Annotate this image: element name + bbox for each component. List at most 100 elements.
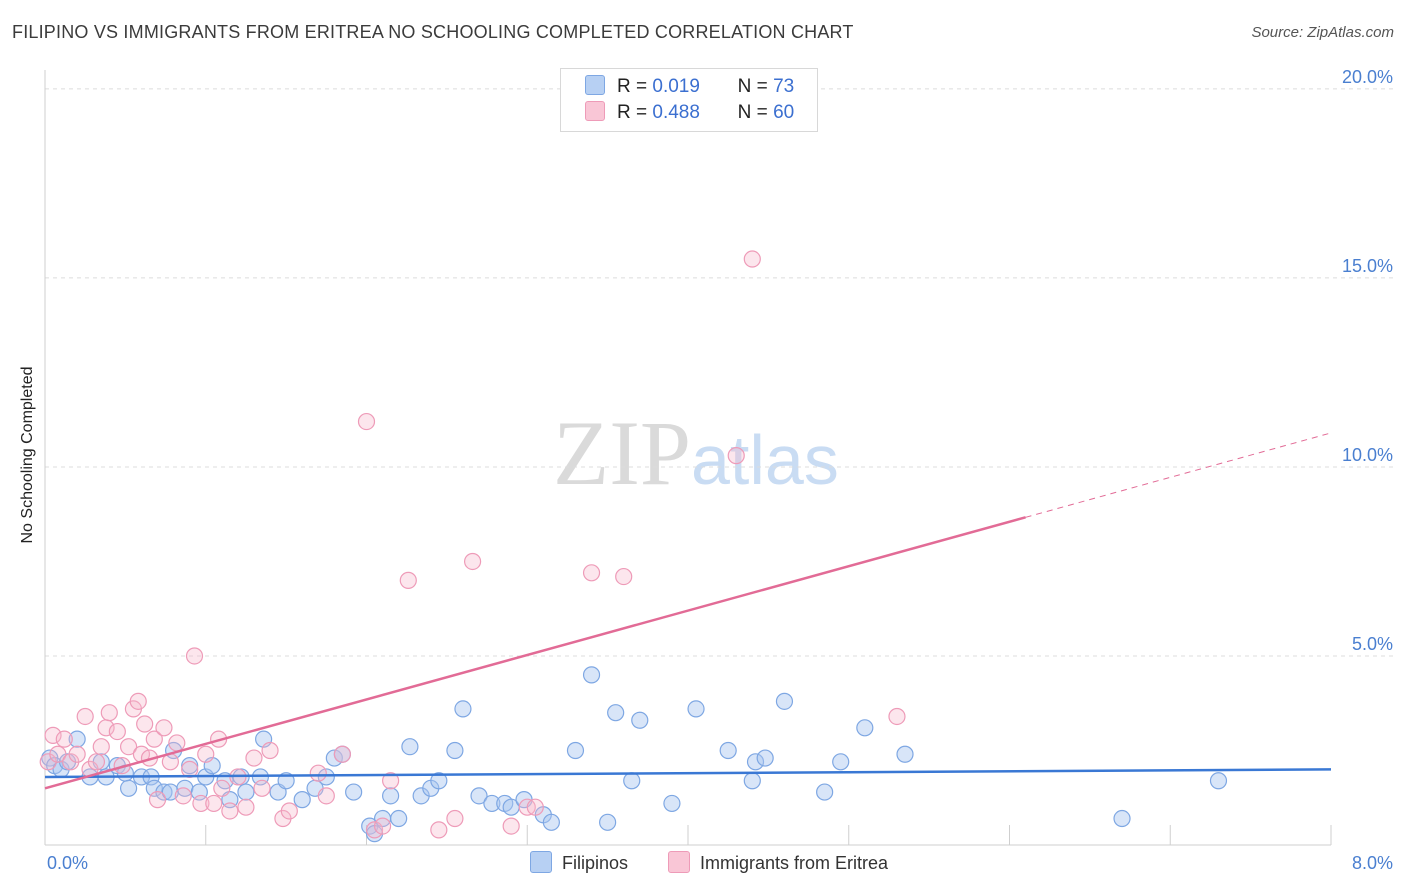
eritrea-point	[237, 798, 255, 816]
filipinos-trend-line	[44, 768, 1332, 779]
filipino-point	[756, 749, 774, 767]
y-tick-label: 20.0%	[1342, 67, 1393, 87]
filipino-point	[181, 757, 199, 775]
eritrea-point	[253, 779, 271, 797]
x-tick-label-min: 0.0%	[47, 853, 88, 873]
filipino-point	[746, 753, 765, 771]
eritrea-point	[185, 647, 204, 665]
eritrea-point	[526, 798, 544, 816]
correlation-legend: R = 0.019 N = 73 R = 0.488 N = 60	[560, 68, 818, 132]
filipino-point	[317, 768, 335, 786]
filipino-point	[430, 772, 448, 790]
eritrea-point	[502, 817, 520, 835]
chart-source: Source: ZipAtlas.com	[1251, 24, 1394, 41]
eritrea-trend-extension	[1025, 432, 1332, 518]
filipino-point	[145, 779, 163, 797]
eritrea-point	[357, 412, 376, 431]
filipino-point	[687, 700, 705, 718]
eritrea-point	[261, 741, 279, 760]
eritrea-point	[87, 753, 106, 771]
eritrea-point	[382, 772, 400, 790]
eritrea-point	[197, 745, 215, 763]
filipino-point	[743, 772, 761, 790]
eritrea-point	[49, 745, 67, 763]
bottom-filipinos-swatch	[530, 851, 552, 873]
eritrea-point	[168, 734, 186, 752]
filipino-point	[237, 783, 255, 801]
legend-r-label-1: R =	[617, 76, 648, 97]
filipino-point	[1209, 772, 1228, 790]
filipino-point	[599, 813, 617, 831]
filipino-point	[832, 753, 850, 771]
filipino-point	[401, 738, 419, 756]
filipino-point	[1113, 809, 1131, 828]
legend-r-label-2: R =	[617, 102, 648, 123]
eritrea-point	[145, 730, 163, 748]
legend-n-label-1: N =	[737, 76, 768, 97]
eritrea-point	[55, 730, 73, 748]
y-tick-label: 15.0%	[1342, 256, 1393, 276]
filipino-point	[325, 749, 343, 767]
filipino-point	[775, 692, 794, 710]
eritrea-point	[129, 692, 147, 710]
filipino-point	[856, 719, 874, 737]
eritrea-point	[44, 726, 62, 744]
eritrea-point	[446, 809, 464, 828]
eritrea-point	[68, 745, 86, 763]
eritrea-point	[92, 738, 110, 756]
eritrea-point	[119, 738, 138, 756]
x-tick-label-max: 8.0%	[1352, 853, 1393, 873]
eritrea-point	[430, 821, 448, 839]
eritrea-point	[155, 719, 173, 737]
filipino-point	[896, 745, 914, 763]
filipino-point	[607, 704, 625, 722]
filipino-point	[566, 741, 585, 760]
legend-n-value-2: 60	[773, 102, 795, 123]
eritrea-point	[100, 704, 118, 722]
eritrea-point	[743, 250, 761, 268]
eritrea-point	[317, 787, 335, 805]
filipino-point	[631, 711, 649, 729]
filipino-point	[68, 730, 86, 748]
eritrea-point	[108, 722, 126, 741]
filipino-point	[119, 779, 138, 797]
bottom-legend-eritrea: Immigrants from Eritrea	[668, 851, 888, 874]
y-tick-label: 5.0%	[1352, 634, 1393, 654]
legend-row-filipinos: R = 0.019 N = 73	[585, 75, 794, 99]
eritrea-point	[174, 787, 192, 805]
watermark-zip: ZIP	[553, 402, 691, 504]
chart-title: FILIPINO VS IMMIGRANTS FROM ERITREA NO S…	[12, 22, 854, 42]
eritrea-point	[245, 749, 263, 767]
y-tick-label: 10.0%	[1342, 445, 1393, 465]
watermark-atlas: atlas	[691, 421, 839, 499]
eritrea-point	[280, 802, 298, 820]
eritrea-point	[213, 779, 231, 797]
eritrea-point	[205, 794, 223, 813]
eritrea-trend-line	[44, 516, 1026, 790]
eritrea-point	[333, 745, 351, 763]
filipino-point	[542, 813, 560, 831]
legend-r-value-1: 0.019	[652, 76, 700, 97]
filipino-point	[293, 791, 311, 809]
filipino-point	[382, 787, 400, 805]
filipino-point	[470, 787, 488, 805]
legend-row-eritrea: R = 0.488 N = 60	[585, 101, 794, 125]
bottom-eritrea-swatch	[668, 851, 690, 873]
eritrea-point	[192, 794, 210, 813]
eritrea-point	[727, 447, 745, 465]
filipino-point	[390, 809, 408, 828]
eritrea-point	[399, 571, 417, 589]
bottom-legend-filipinos: Filipinos	[530, 851, 628, 874]
eritrea-point	[463, 552, 482, 571]
bottom-legend-label-1: Filipinos	[562, 853, 629, 873]
eritrea-swatch	[585, 101, 605, 121]
filipino-point	[663, 794, 681, 813]
eritrea-point	[373, 817, 392, 835]
legend-n-label-2: N =	[737, 102, 768, 123]
filipino-point	[816, 783, 834, 801]
filipino-point	[582, 666, 601, 684]
eritrea-point	[888, 707, 906, 726]
eritrea-point	[221, 802, 239, 820]
legend-r-value-2: 0.488	[652, 102, 700, 123]
